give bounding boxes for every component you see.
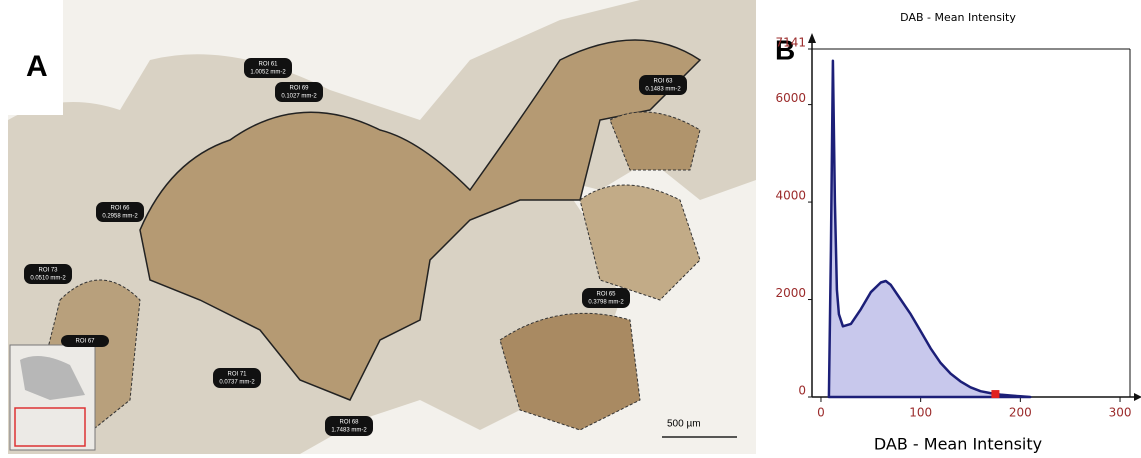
roi-name: ROI 65	[596, 292, 616, 298]
area	[829, 61, 1030, 397]
y-tick-label: 4000	[775, 189, 806, 203]
y-tick-label: 2000	[775, 286, 806, 300]
scale-bar-label: 500 µm	[667, 419, 701, 430]
roi-name: ROI 66	[110, 206, 130, 212]
roi-name: ROI 67	[75, 339, 95, 345]
roi-area: 0.0510 mm-2	[30, 276, 66, 282]
panel-label: A	[26, 50, 48, 83]
roi-name: ROI 61	[258, 62, 278, 68]
roi-area: 1.7483 mm-2	[331, 428, 367, 434]
figure: A 500 µm ROI 61 1.0052 mm-2 ROI 69 0.1027 m…	[0, 0, 1141, 454]
chart-title: DAB - Mean Intensity	[900, 11, 1016, 24]
y-axis-arrow	[808, 33, 816, 43]
roi-area: 0.2958 mm-2	[102, 214, 138, 220]
roi-area: 0.1483 mm-2	[645, 87, 681, 93]
x-axis-label: DAB - Mean Intensity	[874, 435, 1042, 454]
roi-name: ROI 71	[227, 372, 247, 378]
x-tick-label: 300	[1109, 406, 1132, 420]
marker	[991, 390, 999, 398]
x-tick-label: 200	[1009, 406, 1032, 420]
roi-name: ROI 73	[38, 268, 58, 274]
x-tick-label: 100	[909, 406, 932, 420]
y-tick-label: 7141	[775, 36, 806, 50]
roi-area: 1.0052 mm-2	[250, 70, 286, 76]
y-tick-label: 6000	[775, 91, 806, 105]
x-axis-arrow	[1134, 393, 1141, 401]
roi-name: ROI 68	[339, 420, 359, 426]
micrograph	[8, 0, 756, 454]
roi-area: 0.0737 mm-2	[219, 380, 255, 386]
y-tick-label: 0	[798, 384, 806, 398]
roi-name: ROI 63	[653, 79, 673, 85]
x-tick-label: 0	[817, 406, 825, 420]
roi-area: 0.3798 mm-2	[588, 300, 624, 306]
roi-area: 0.1027 mm-2	[281, 94, 317, 100]
roi-name: ROI 69	[289, 86, 309, 92]
